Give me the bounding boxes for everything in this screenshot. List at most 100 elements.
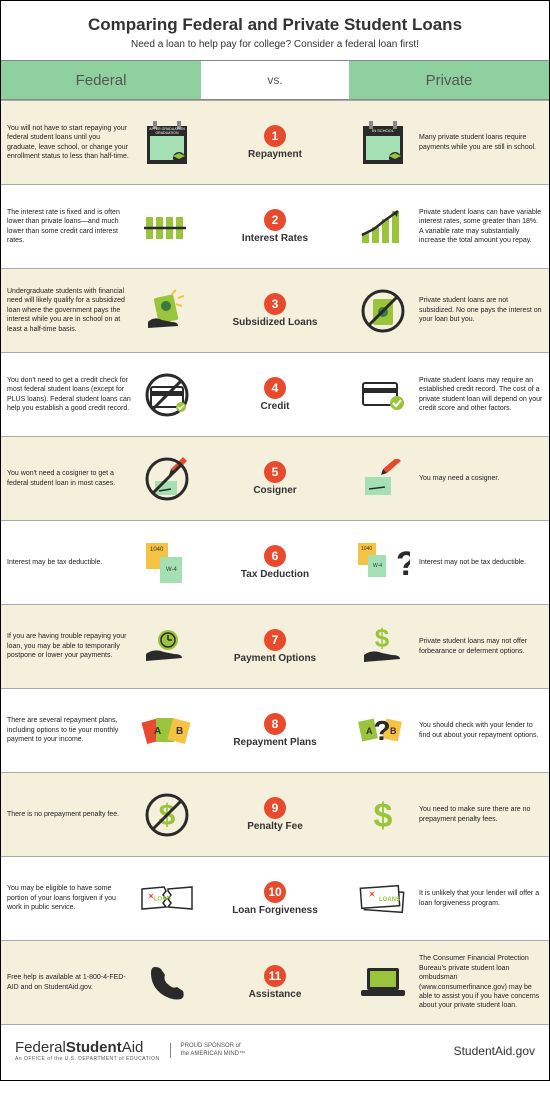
svg-text:GRADUATION: GRADUATION	[155, 131, 179, 135]
category-label: Loan Forgiveness	[232, 905, 318, 916]
category-label: Repayment	[248, 149, 302, 160]
fed-text: The interest rate is fixed and is often …	[7, 208, 137, 246]
svg-text:?: ?	[373, 715, 390, 746]
svg-text:LOAN: LOAN	[154, 895, 171, 902]
number-badge: 8	[264, 713, 286, 735]
category-label: Credit	[261, 401, 290, 412]
tax-forms-icon: 1040 W-4	[137, 533, 197, 593]
category: 6 Tax Deduction	[197, 545, 353, 580]
credit-card-check-icon	[353, 365, 413, 425]
calendar-in-school-icon: IN SCHOOL	[353, 113, 413, 173]
priv-text: You should check with your lender to fin…	[413, 721, 543, 740]
svg-text:B: B	[390, 726, 397, 736]
category-label: Penalty Fee	[247, 821, 303, 832]
page-title: Comparing Federal and Private Student Lo…	[11, 15, 539, 35]
priv-text: You may need a cosigner.	[413, 474, 543, 483]
col-federal: Federal	[1, 61, 201, 99]
priv-text: Private student loans may require an est…	[413, 376, 543, 414]
site-url: StudentAid.gov	[454, 1044, 535, 1058]
category-label: Subsidized Loans	[232, 317, 317, 328]
priv-text: Private student loans can have variable …	[413, 208, 543, 246]
number-badge: 10	[264, 881, 286, 903]
category: 3 Subsidized Loans	[197, 293, 353, 328]
rising-bars-icon	[353, 197, 413, 257]
number-badge: 5	[264, 461, 286, 483]
category: 8 Repayment Plans	[197, 713, 353, 748]
fed-text: You won't need a cosigner to get a feder…	[7, 469, 137, 488]
column-headers: Federal vs. Private	[1, 60, 549, 100]
category: 4 Credit	[197, 377, 353, 412]
category-label: Cosigner	[253, 485, 296, 496]
svg-text:?: ?	[396, 545, 410, 583]
fed-text: There is no prepayment penalty fee.	[7, 810, 137, 819]
row-repayment: You will not have to start repaying your…	[1, 100, 549, 184]
svg-text:1040: 1040	[150, 547, 164, 553]
no-money-icon	[353, 281, 413, 341]
footer: FederalStudentAid An OFFICE of the U.S. …	[1, 1024, 549, 1080]
sign-icon	[353, 449, 413, 509]
sponsor-text: PROUD SPONSOR of the AMERICAN MIND™	[170, 1043, 245, 1059]
number-badge: 6	[264, 545, 286, 567]
number-badge: 7	[264, 629, 286, 651]
page-subtitle: Need a loan to help pay for college? Con…	[11, 39, 539, 50]
calendar-after-graduation-icon: AFTER GRADUATION GRADUATION	[137, 113, 197, 173]
hand-money-icon	[137, 281, 197, 341]
row-penalty-fee: There is no prepayment penalty fee. $ 9 …	[1, 772, 549, 856]
row-cosigner: You won't need a cosigner to get a feder…	[1, 436, 549, 520]
fed-text: Interest may be tax deductible.	[7, 558, 137, 567]
svg-text:A: A	[154, 726, 161, 737]
laptop-icon	[353, 953, 413, 1013]
hand-clock-icon	[137, 617, 197, 677]
category-label: Payment Options	[234, 653, 316, 664]
svg-text:B: B	[176, 726, 183, 737]
row-loan-forgiveness: You may be eligible to have some portion…	[1, 856, 549, 940]
category: 11 Assistance	[197, 965, 353, 1000]
col-vs: vs.	[201, 61, 349, 99]
svg-text:A: A	[366, 726, 373, 736]
category: 2 Interest Rates	[197, 209, 353, 244]
no-credit-card-icon	[137, 365, 197, 425]
fed-text: There are several repayment plans, inclu…	[7, 716, 137, 744]
number-badge: 9	[264, 797, 286, 819]
fed-text: You will not have to start repaying your…	[7, 124, 137, 162]
priv-text: Many private student loans require payme…	[413, 133, 543, 152]
priv-text: Private student loans may not offer forb…	[413, 637, 543, 656]
svg-text:W-4: W-4	[166, 567, 178, 573]
no-dollar-icon: $	[137, 785, 197, 845]
category-label: Repayment Plans	[233, 737, 316, 748]
dollar-icon: $	[353, 785, 413, 845]
number-badge: 1	[264, 125, 286, 147]
svg-text:IN SCHOOL: IN SCHOOL	[372, 128, 395, 133]
svg-text:LOANS: LOANS	[379, 897, 400, 903]
flat-bars-icon	[137, 197, 197, 257]
row-repayment-plans: There are several repayment plans, inclu…	[1, 688, 549, 772]
tax-forms-question-icon: 1040 W-4 ?	[353, 533, 413, 593]
priv-text: Interest may not be tax deductible.	[413, 558, 543, 567]
svg-text:1040: 1040	[361, 546, 372, 552]
fed-text: If you are having trouble repaying your …	[7, 632, 137, 660]
row-payment-options: If you are having trouble repaying your …	[1, 604, 549, 688]
rows-container: You will not have to start repaying your…	[1, 100, 549, 1024]
no-sign-icon	[137, 449, 197, 509]
category: 1 Repayment	[197, 125, 353, 160]
priv-text: It is unlikely that your lender will off…	[413, 889, 543, 908]
category: 9 Penalty Fee	[197, 797, 353, 832]
category: 7 Payment Options	[197, 629, 353, 664]
priv-text: The Consumer Financial Protection Bureau…	[413, 954, 543, 1011]
number-badge: 3	[264, 293, 286, 315]
fed-text: You may be eligible to have some portion…	[7, 884, 137, 912]
category: 10 Loan Forgiveness	[197, 881, 353, 916]
brand-name: FederalStudentAid	[15, 1039, 160, 1056]
svg-text:$: $	[375, 625, 390, 653]
category-label: Interest Rates	[242, 233, 308, 244]
plan-cards-icon: A B	[137, 701, 197, 761]
row-interest-rates: The interest rate is fixed and is often …	[1, 184, 549, 268]
priv-text: You need to make sure there are no prepa…	[413, 805, 543, 824]
row-assistance: Free help is available at 1-800-4-FED-AI…	[1, 940, 549, 1024]
fed-text: Free help is available at 1-800-4-FED-AI…	[7, 973, 137, 992]
plan-cards-question-icon: A B ?	[353, 701, 413, 761]
number-badge: 4	[264, 377, 286, 399]
svg-text:W-4: W-4	[373, 563, 382, 569]
torn-loan-icon: LOAN	[137, 869, 197, 929]
priv-text: Private student loans are not subsidized…	[413, 296, 543, 324]
